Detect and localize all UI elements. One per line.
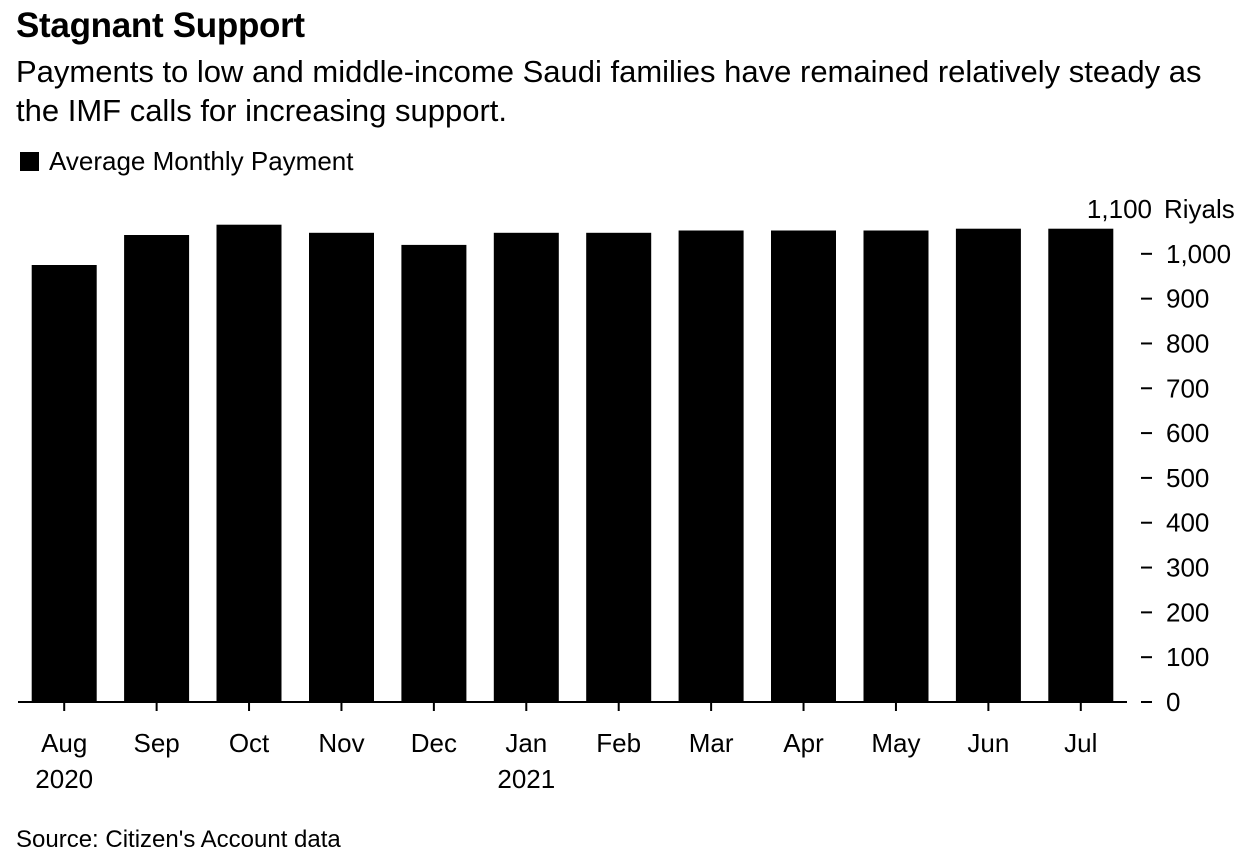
- x-tick-label: Oct: [229, 728, 270, 758]
- x-tick-label: Aug: [41, 728, 87, 758]
- y-tick-label: 600: [1166, 418, 1209, 448]
- x-tick-label: Nov: [318, 728, 364, 758]
- bar-chart: Aug 2020 Sep Oct Nov Dec Jan 2021 Feb Mar Apr May Ju…: [18, 194, 1235, 794]
- bar: [863, 230, 929, 702]
- y-tick-label: 0: [1166, 687, 1180, 717]
- y-tick-label: 1,100: [1087, 194, 1152, 224]
- bar: [216, 224, 282, 702]
- bar: [309, 232, 374, 703]
- bar: [771, 230, 836, 702]
- chart-subtitle: Payments to low and middle-income Saudi …: [16, 54, 1202, 128]
- x-tick-label: Dec: [411, 728, 457, 758]
- y-tick-label: 400: [1166, 508, 1209, 538]
- x-tick-label: Sep: [133, 728, 179, 758]
- bar: [955, 228, 1021, 702]
- x-year-label: 2020: [35, 764, 93, 794]
- chart-title: Stagnant Support: [16, 6, 305, 45]
- y-tick-label: 200: [1166, 597, 1209, 627]
- bar: [124, 235, 190, 702]
- x-year-label: 2021: [497, 764, 555, 794]
- x-tick-label: Feb: [596, 728, 641, 758]
- y-tick-label: 800: [1166, 328, 1209, 358]
- y-tick-label: 900: [1166, 284, 1209, 314]
- x-tick-label: May: [871, 728, 920, 758]
- bar: [1048, 228, 1114, 702]
- x-tick-label: Jul: [1064, 728, 1097, 758]
- x-tick-label: Jun: [967, 728, 1009, 758]
- y-unit-label: Riyals: [1164, 194, 1235, 224]
- bar: [31, 265, 97, 702]
- legend-label: Average Monthly Payment: [49, 146, 354, 176]
- bar: [678, 230, 744, 702]
- source-note: Source: Citizen's Account data: [16, 826, 341, 853]
- bar: [586, 232, 652, 703]
- y-tick-label: 700: [1166, 373, 1209, 403]
- legend: Average Monthly Payment: [20, 146, 353, 177]
- y-tick-label: 100: [1166, 642, 1209, 672]
- bar: [401, 244, 467, 702]
- y-tick-label: 500: [1166, 463, 1209, 493]
- x-tick-label: Mar: [689, 728, 734, 758]
- x-tick-label: Jan: [505, 728, 547, 758]
- legend-swatch: [20, 152, 39, 171]
- y-tick-label: 1,000: [1166, 239, 1231, 269]
- y-tick-label: 300: [1166, 553, 1209, 583]
- x-tick-label: Apr: [783, 728, 824, 758]
- bar: [493, 232, 559, 703]
